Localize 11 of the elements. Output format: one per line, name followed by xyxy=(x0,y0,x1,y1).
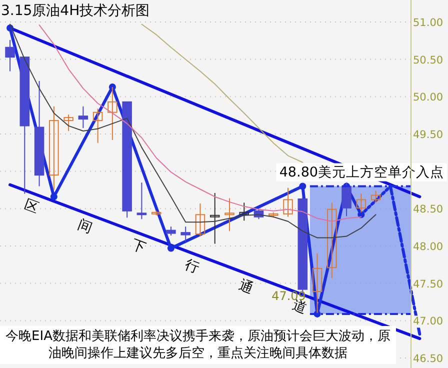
y-tick-label: 47.50 xyxy=(413,278,444,290)
y-tick-label: 48.00 xyxy=(413,241,444,253)
y-tick-label: 50.00 xyxy=(413,92,444,104)
y-tick-label: 47.00 xyxy=(413,316,444,328)
annotation: 今晚EIA数据和美联储利率决议携手来袭，原油预计会巨大波动，原油晚间操作上建议先多后空，重点关注晚间具体数据 xyxy=(0,326,396,364)
chart-title: 3.15原油4H技术分析图 xyxy=(1,3,150,19)
y-tick-label: 48.50 xyxy=(413,204,444,216)
y-tick-label: 49.50 xyxy=(413,129,444,141)
y-tick-label: 51.00 xyxy=(413,17,444,29)
y-tick-label: 46.50 xyxy=(413,353,444,365)
y-tick-label: 50.50 xyxy=(413,54,444,66)
